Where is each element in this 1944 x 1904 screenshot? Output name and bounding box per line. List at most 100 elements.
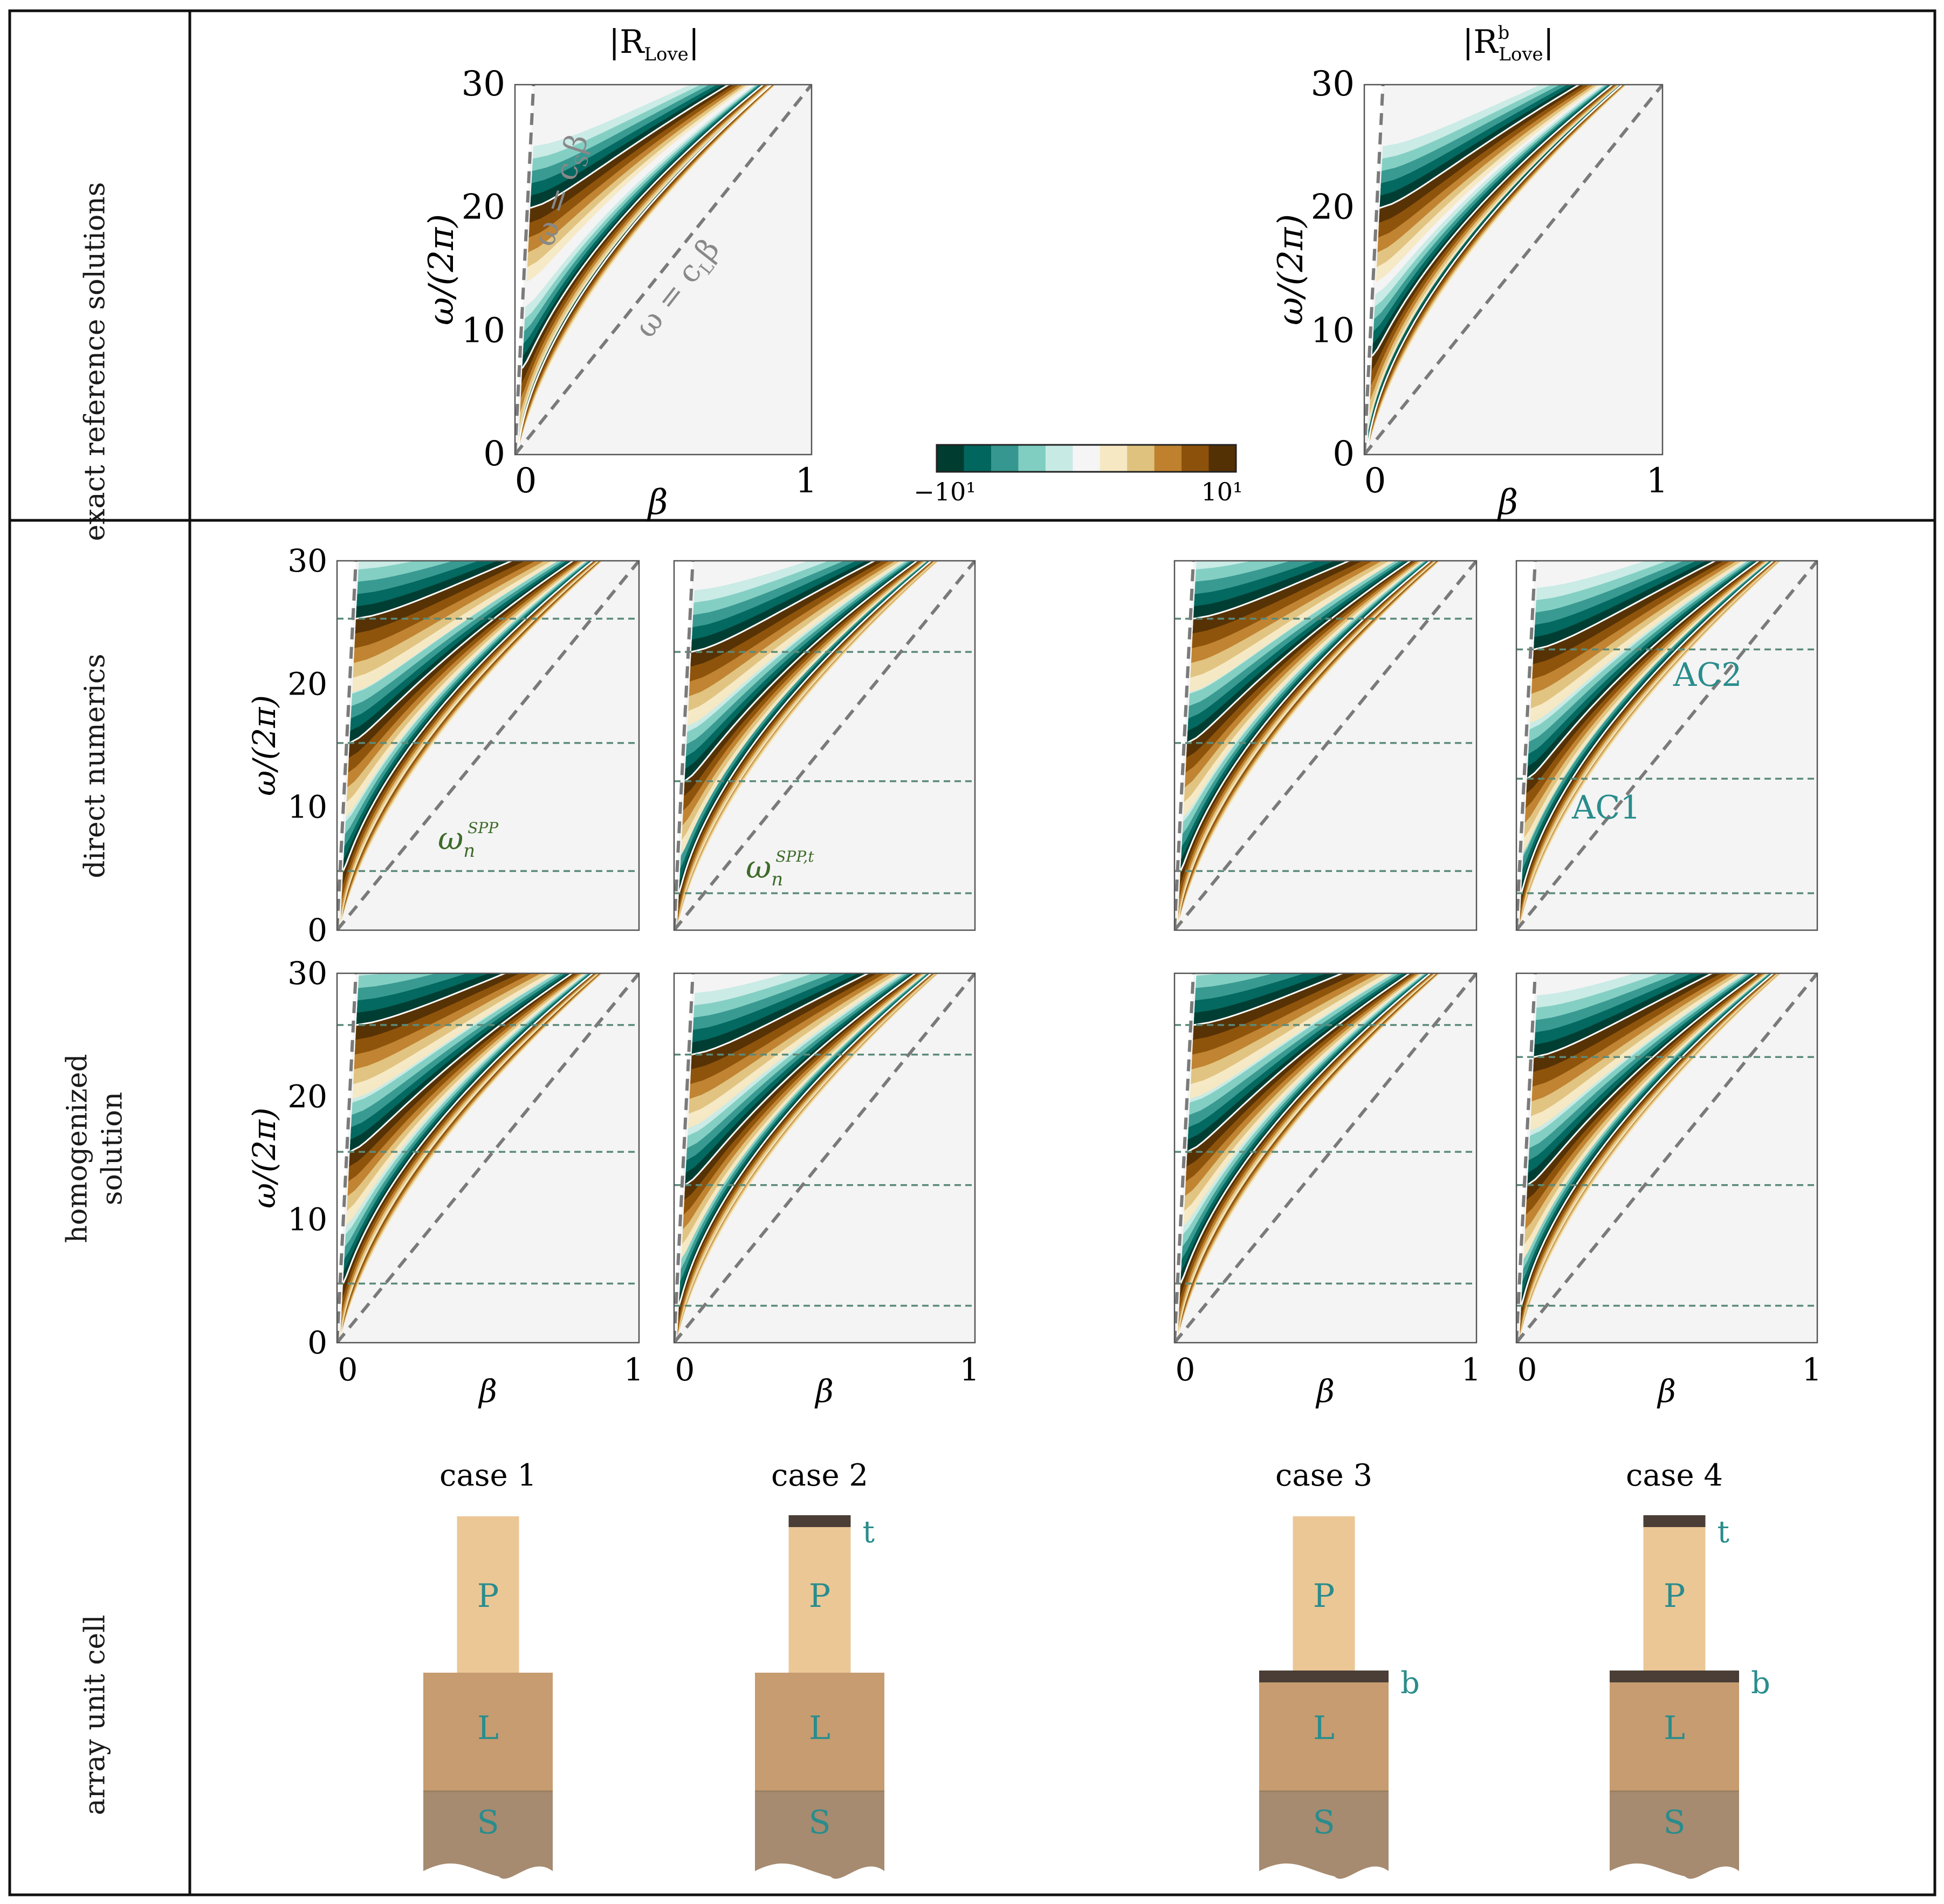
colorbar-min-label: −10¹ xyxy=(913,477,976,506)
y-tick-label-10: 10 xyxy=(462,311,505,350)
axes-frame xyxy=(336,972,640,1344)
long-light-line xyxy=(337,561,639,930)
plot-area xyxy=(515,85,812,455)
warm-band-2-2 xyxy=(528,85,744,252)
warm-band-3-0 xyxy=(1193,973,1358,1040)
unit-cell-4: case 4 tPb L S xyxy=(1610,1458,1770,1879)
y-axis-label: ω/(2π) xyxy=(246,1108,283,1208)
long-light-line xyxy=(1174,973,1476,1343)
warm-band-3-2 xyxy=(689,561,896,697)
warm-band-3-2 xyxy=(1531,561,1737,694)
base-film xyxy=(1610,1671,1739,1682)
warm-band-2-0 xyxy=(348,561,576,758)
warm-band-2-0 xyxy=(1186,973,1413,1167)
y-axis-label: ω/(2π) xyxy=(1271,214,1311,325)
layer-label: L xyxy=(1313,1709,1335,1747)
mode-curve-2 xyxy=(349,561,575,744)
long-light-line xyxy=(1516,561,1817,930)
post-label: P xyxy=(809,1577,830,1615)
plot-area xyxy=(1174,561,1476,930)
post-rect xyxy=(1293,1516,1355,1673)
unit-cell-1: case 1 P L S xyxy=(423,1458,553,1879)
colorbar-swatch-6 xyxy=(1100,445,1128,472)
post-label: P xyxy=(1664,1577,1685,1615)
y-tick-label-30: 30 xyxy=(1311,64,1355,104)
x-axis-label: β xyxy=(1497,483,1518,523)
warm-band-3-4 xyxy=(352,973,556,1099)
case-label: case 2 xyxy=(771,1458,868,1493)
post-label: P xyxy=(477,1577,499,1615)
substrate-label: S xyxy=(1313,1804,1335,1841)
colorbar-swatch-0 xyxy=(937,445,964,472)
cool-band-2-0 xyxy=(349,561,573,743)
y-tick-label-30: 30 xyxy=(462,64,505,104)
warm-band-3-3 xyxy=(1531,973,1741,1116)
warm-band-2-2 xyxy=(1377,85,1594,252)
cool-band-2-0 xyxy=(1187,561,1411,743)
warm-band-3-2 xyxy=(354,973,541,1070)
post-rect xyxy=(788,1525,851,1673)
layer-label: L xyxy=(1664,1709,1685,1747)
x-axis-label: β xyxy=(1657,1373,1676,1410)
cool-band-3-0 xyxy=(691,561,875,652)
warm-band-3-0 xyxy=(355,973,520,1040)
y-tick-label-30: 30 xyxy=(287,955,327,992)
panel-homog-case3: 0 1 β xyxy=(1173,972,1481,1410)
colorbar-swatch-1 xyxy=(964,445,992,472)
shear-light-line xyxy=(1174,561,1195,930)
base-film xyxy=(1259,1671,1389,1682)
mode-curve-1 xyxy=(521,85,765,369)
cool-band-3-0 xyxy=(1534,561,1715,650)
spp-label-case1: ωnSPP xyxy=(438,819,499,862)
warm-band-2-3 xyxy=(527,85,747,267)
y-axis-label: ω/(2π) xyxy=(422,214,462,325)
unit-cell-3: case 3 Pb L S xyxy=(1259,1458,1420,1879)
x-tick-label-1: 1 xyxy=(624,1351,644,1388)
warm-band-3-3 xyxy=(688,561,901,711)
y-tick-label-30: 30 xyxy=(287,542,327,579)
case-label: case 4 xyxy=(1626,1458,1723,1493)
shear-light-line xyxy=(1516,973,1537,1343)
mode-curve-2 xyxy=(1186,561,1412,744)
base-film-label: b xyxy=(1751,1666,1770,1701)
shear-light-line xyxy=(1516,561,1537,930)
warm-band-2-0 xyxy=(530,85,734,223)
axes-frame xyxy=(1363,84,1664,456)
plot-area xyxy=(1516,973,1817,1343)
colorbar-swatch-5 xyxy=(1073,445,1101,472)
mode-curve-2 xyxy=(684,561,919,782)
axes-frame xyxy=(673,972,976,1344)
panel-homog-case4: 0 1 β xyxy=(1515,972,1822,1410)
spp-label-case2: ωnSPP,t xyxy=(746,848,814,890)
x-tick-label-0: 0 xyxy=(1364,461,1386,501)
post-rect xyxy=(1643,1525,1706,1673)
exact-title-left: |RLove| xyxy=(609,23,699,65)
long-light-line xyxy=(1516,973,1817,1343)
plot-area xyxy=(1516,561,1817,930)
post-label: P xyxy=(1313,1577,1335,1615)
top-film xyxy=(788,1515,851,1527)
y-tick-label-20: 20 xyxy=(287,665,327,702)
cool-band-2-0 xyxy=(349,973,572,1152)
axes-frame xyxy=(1173,560,1478,931)
panel-homog-case1: 0 10 20 30 0 1 β ω/(2π) xyxy=(246,955,644,1410)
mode-curve-1 xyxy=(1179,973,1432,1284)
warm-band-3-2 xyxy=(1191,561,1382,663)
cool-band-3-0 xyxy=(356,561,512,619)
warm-band-2-1 xyxy=(1378,85,1590,238)
y-tick-label-0: 0 xyxy=(483,434,505,474)
shear-light-line xyxy=(337,973,358,1343)
mode-curve-3 xyxy=(691,561,876,653)
colorbar-border xyxy=(936,444,1237,473)
y-tick-label-20: 20 xyxy=(1311,188,1355,228)
mode-curve-1 xyxy=(1520,973,1775,1306)
mode-curve-2 xyxy=(1526,561,1761,780)
y-tick-label-10: 10 xyxy=(287,789,327,826)
x-tick-label-1: 1 xyxy=(1461,1351,1481,1388)
shear-light-line xyxy=(674,973,695,1343)
mode-curve-3 xyxy=(355,561,514,620)
mode-curve-3 xyxy=(1534,973,1714,1058)
long-light-line xyxy=(515,85,812,455)
mode-curve-2 xyxy=(1527,973,1760,1186)
